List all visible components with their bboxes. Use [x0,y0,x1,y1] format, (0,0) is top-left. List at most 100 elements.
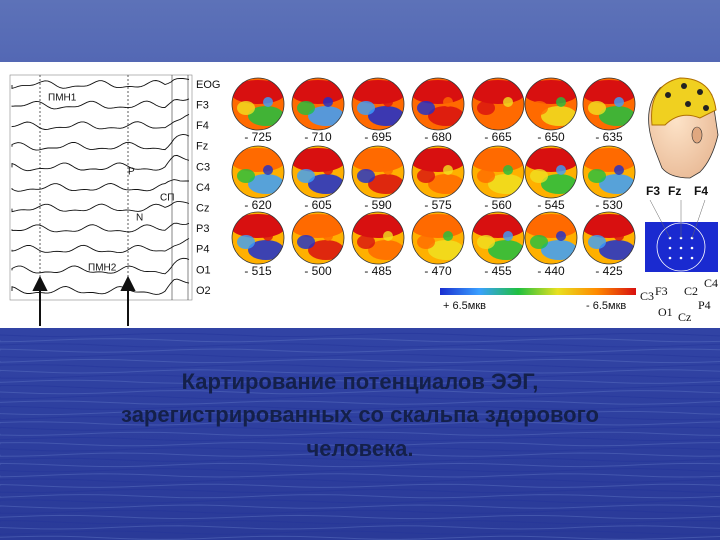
wave [0,353,720,358]
map-blob [525,148,577,172]
eeg-trace [11,98,190,110]
map-blob [428,106,464,126]
wave [0,525,720,530]
map-blob [599,240,635,260]
channel-label: EOG [196,79,220,91]
map-blob [297,169,315,183]
map-blob [308,240,344,260]
map-blob [368,240,404,260]
wave [0,421,720,426]
eeg-trace [11,257,190,275]
map-blob [412,214,464,238]
wave [0,499,720,504]
eeg-annotation: СП [160,193,174,204]
map-blob [588,169,606,183]
map-blob [383,231,393,241]
map-blob [323,165,333,175]
map-time-label: - 485 [364,264,392,278]
map-time-label: - 545 [537,198,565,212]
map-blob [352,148,404,172]
eeg-annotation: ПМН1 [48,93,77,104]
map-outline [524,77,578,131]
map-blob [417,169,435,183]
electrode-label: F4 [694,184,708,198]
electrode-label: C2 [684,284,698,298]
map-blob [583,214,635,238]
map-outline [291,211,345,265]
map-outline [471,145,525,199]
map-blob [357,169,375,183]
wave [0,473,720,478]
wave [0,343,720,348]
wave [0,431,720,436]
map-blob [352,214,404,238]
channel-label: C3 [196,161,210,173]
map-blob [556,165,566,175]
electrode-label: C4 [704,276,718,290]
map-blob [583,148,635,172]
map-blob [503,165,513,175]
map-blob [477,169,495,183]
map-blob [292,80,344,104]
map [232,212,284,264]
map-time-label: - 665 [484,130,512,144]
map-outline [524,145,578,199]
map-blob [428,240,464,260]
map-blob [588,235,606,249]
map-blob [599,106,635,126]
map-time-label: - 680 [424,130,452,144]
eeg-trace [11,179,189,192]
map [525,78,577,130]
map-outline [231,211,285,265]
map [583,78,635,130]
map [292,146,344,198]
map-blob [556,97,566,107]
wave [0,390,720,395]
electrode-label: C3 [640,289,654,303]
map-blob [488,106,524,126]
map-blob [472,148,524,172]
caption-line: зарегистрированных со скальпа здорового [121,402,599,427]
map-time-label: - 575 [424,198,452,212]
wave [0,457,720,462]
map-outline [411,145,465,199]
map-blob [237,235,255,249]
map [583,146,635,198]
electrode-label: F3 [646,184,660,198]
background-waves [0,332,720,540]
map [232,78,284,130]
wave [0,416,720,421]
wave [0,452,720,457]
map-blob [232,148,284,172]
map-outline [291,145,345,199]
channel-label: F3 [196,100,209,112]
map-outline [582,77,636,131]
map-blob [323,97,333,107]
scale-label: - 6.5мкв [586,300,626,312]
channel-label: O1 [196,264,211,276]
map-time-label: - 650 [537,130,565,144]
electrode-label: O1 [658,305,673,319]
map-blob [417,101,435,115]
caption-line: человека. [307,436,414,461]
map-blob [292,214,344,238]
channel-label: C4 [196,182,210,194]
map-blob [383,97,393,107]
map [583,212,635,264]
map-outline [524,211,578,265]
map-time-label: - 695 [364,130,392,144]
map-blob [614,231,624,241]
eeg-annotation: Р [128,167,135,178]
channel-label: O2 [196,285,211,297]
map-blob [232,80,284,104]
map-time-label: - 425 [595,264,623,278]
map-blob [232,214,284,238]
map-blob [477,235,495,249]
wave [0,483,720,488]
map-blob [541,174,577,194]
wave [0,400,720,405]
map-blob [472,80,524,104]
wave [0,364,720,369]
map-blob [308,106,344,126]
topographic-maps: - 725 - 710 - 695 - 680 - 665 - 650 - 635 - 620… [231,77,636,278]
